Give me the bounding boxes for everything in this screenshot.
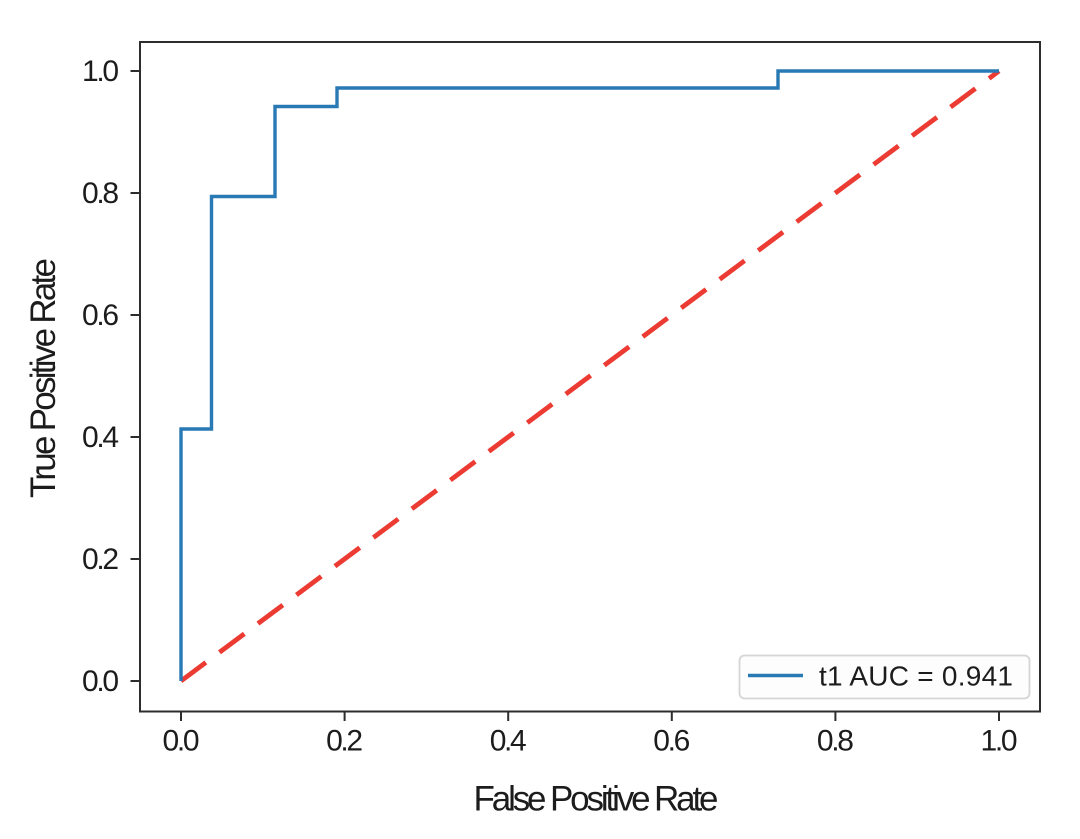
- svg-text:0.4: 0.4: [490, 725, 527, 758]
- svg-text:True Positive Rate: True Positive Rate: [24, 258, 63, 498]
- svg-text:1.0: 1.0: [981, 725, 1018, 758]
- svg-text:0.4: 0.4: [82, 421, 119, 454]
- svg-text:0.6: 0.6: [653, 725, 690, 758]
- svg-text:0.6: 0.6: [82, 299, 119, 332]
- svg-text:0.8: 0.8: [82, 177, 119, 210]
- svg-text:0.2: 0.2: [82, 543, 119, 576]
- svg-text:0.0: 0.0: [82, 665, 119, 698]
- svg-text:0.0: 0.0: [163, 725, 200, 758]
- svg-text:1.0: 1.0: [82, 55, 119, 88]
- svg-text:False Positive Rate: False Positive Rate: [474, 780, 719, 819]
- svg-text:t1 AUC = 0.941: t1 AUC = 0.941: [819, 661, 1013, 692]
- svg-text:0.8: 0.8: [817, 725, 854, 758]
- svg-text:0.2: 0.2: [326, 725, 363, 758]
